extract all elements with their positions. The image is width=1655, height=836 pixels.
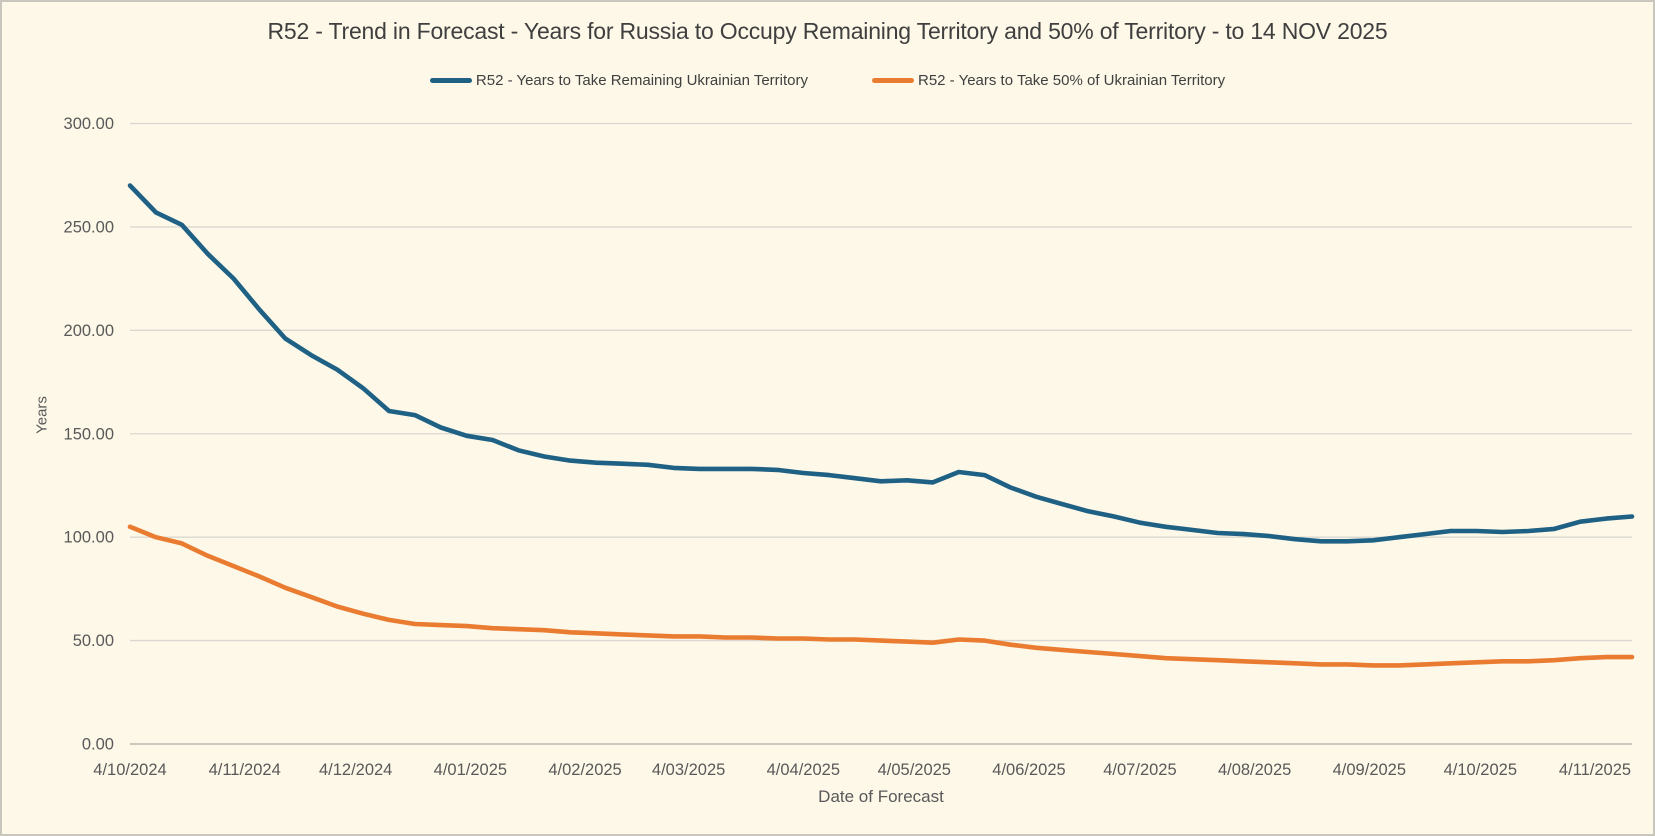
x-tick-label: 4/11/2025 <box>1559 761 1631 779</box>
legend-label: R52 - Years to Take Remaining Ukrainian … <box>475 72 808 89</box>
y-tick-label: 0.00 <box>82 736 114 754</box>
series-line-icon <box>429 78 472 83</box>
y-tick-label: 300.00 <box>64 115 114 133</box>
x-tick-label: 4/12/2024 <box>319 761 392 779</box>
x-tick-label: 4/06/2025 <box>992 761 1065 779</box>
series-line <box>127 183 1635 544</box>
y-tick-label: 100.00 <box>64 529 114 547</box>
y-tick-label: 250.00 <box>64 218 114 236</box>
y-tick-label: 200.00 <box>64 322 114 340</box>
x-tick-label: 4/11/2024 <box>209 761 281 779</box>
x-tick-label: 4/02/2025 <box>548 761 621 779</box>
legend: R52 - Years to Take Remaining Ukrainian … <box>2 72 1653 89</box>
x-tick-label: 4/08/2025 <box>1218 761 1291 779</box>
y-tick-label: 150.00 <box>64 425 114 443</box>
x-tick-label: 4/04/2025 <box>767 761 840 779</box>
legend-label: R52 - Years to Take 50% of Ukrainian Ter… <box>918 72 1226 89</box>
series-line-icon <box>872 78 914 83</box>
x-tick-label: 4/05/2025 <box>878 761 951 779</box>
legend-item-remaining-territory: R52 - Years to Take Remaining Ukrainian … <box>429 72 808 89</box>
series-line <box>127 524 1635 668</box>
x-tick-label: 4/01/2025 <box>434 761 507 779</box>
x-tick-label: 4/03/2025 <box>652 761 725 779</box>
legend-item-50pct-territory: R52 - Years to Take 50% of Ukrainian Ter… <box>872 72 1225 89</box>
x-tick-label: 4/10/2024 <box>93 761 166 779</box>
chart-title: R52 - Trend in Forecast - Years for Russ… <box>267 18 1388 44</box>
x-tick-label: 4/09/2025 <box>1333 761 1406 779</box>
x-tick-label: 4/10/2025 <box>1444 761 1517 779</box>
y-tick-label: 50.00 <box>73 632 114 650</box>
x-axis-title: Date of Forecast <box>818 787 944 806</box>
x-tick-label: 4/07/2025 <box>1103 761 1176 779</box>
